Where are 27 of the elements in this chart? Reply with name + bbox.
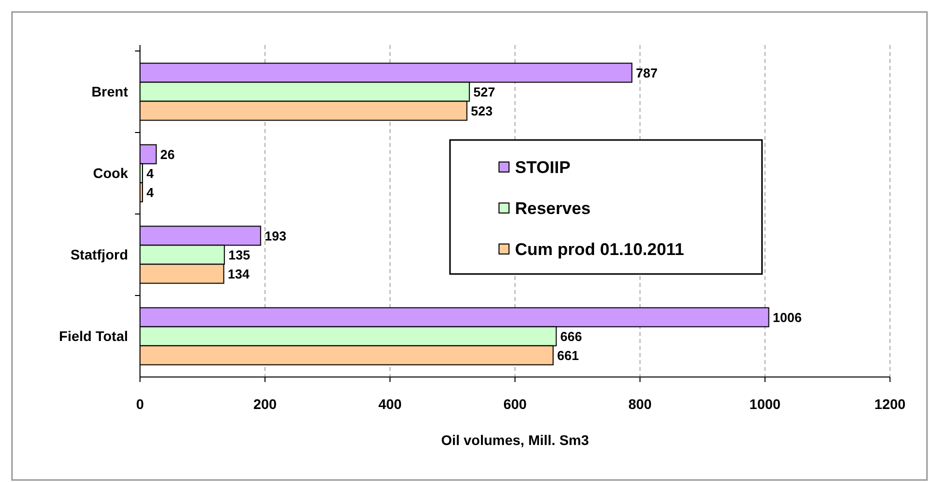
data-label: 26 (160, 146, 175, 162)
x-tick-label: 600 (503, 396, 527, 412)
x-tick-label: 400 (378, 396, 402, 412)
legend-label: STOIIP (515, 158, 570, 177)
legend-label: Reserves (515, 198, 591, 218)
data-label: 666 (560, 328, 582, 344)
data-label: 661 (557, 348, 579, 363)
data-label: 787 (636, 65, 658, 80)
x-tick-label: 800 (628, 396, 652, 412)
data-label: 523 (470, 103, 493, 118)
y-tick-label: Brent (91, 84, 128, 100)
data-label: 135 (228, 247, 250, 262)
data-label: 4 (146, 166, 154, 181)
x-axis-title: Oil volumes, Mill. Sm3 (441, 432, 590, 448)
x-tick-label: 1200 (874, 396, 906, 412)
y-tick-label: Statfjord (70, 246, 128, 263)
y-tick-label: Cook (93, 165, 128, 182)
x-tick-label: 1000 (749, 396, 781, 412)
data-label: 1006 (772, 310, 802, 325)
legend-label: Cum prod 01.10.2011 (515, 240, 684, 259)
y-tick-label: Field Total (59, 328, 128, 344)
data-label: 4 (146, 184, 154, 200)
data-label: 134 (228, 266, 250, 282)
data-label: 193 (264, 228, 286, 244)
data-label: 527 (473, 84, 496, 100)
x-tick-label: 200 (253, 396, 277, 412)
x-tick-label: 0 (136, 396, 144, 412)
